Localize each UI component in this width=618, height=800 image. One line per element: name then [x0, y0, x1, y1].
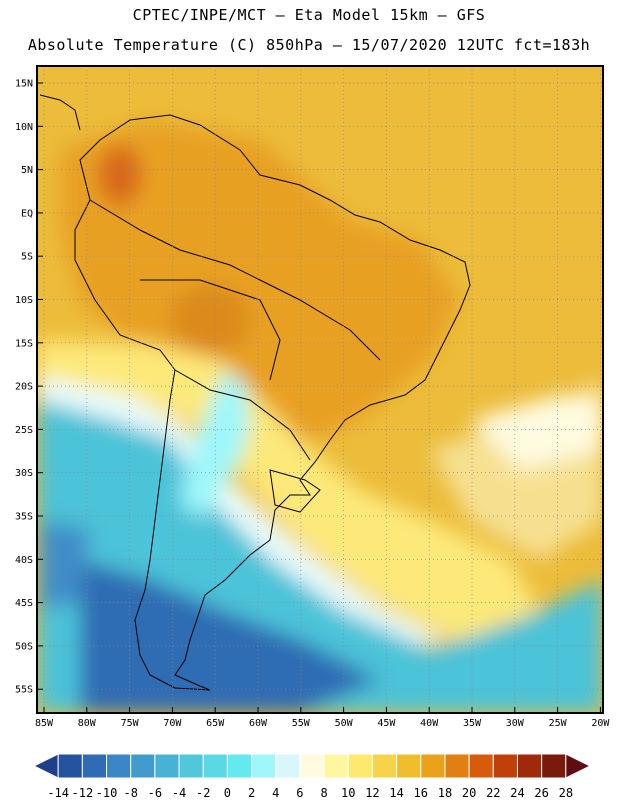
lon-label: 85W — [35, 718, 54, 729]
colorbar-label: 24 — [510, 786, 524, 800]
colorbar-label: 12 — [365, 786, 379, 800]
colorbar-label: -8 — [123, 786, 137, 800]
colorbar-cell — [178, 753, 204, 779]
latitude-labels: 15N 10N 5N EQ 5S 10S 15S 20S 25S 30S 35S 40S 45S 50S 5… — [15, 79, 33, 696]
colorbar-label: 6 — [296, 786, 303, 800]
lat-label: 35S — [15, 512, 33, 523]
colorbar-cell — [299, 753, 325, 779]
colorbar-cell — [420, 753, 446, 779]
colorbar-cell — [202, 753, 228, 779]
colorbar-cell — [226, 753, 253, 779]
colorbar-label: -2 — [196, 786, 210, 800]
colorbar-label: 18 — [438, 786, 452, 800]
colorbar-labels: -14 -12 -10 -8 -6 -4 -2 0 2 4 6 8 10 12 14 16 18 20 22 24 26… — [47, 786, 573, 800]
colorbar-label: 14 — [389, 786, 403, 800]
lon-label: 45W — [377, 718, 396, 729]
lon-label: 60W — [249, 718, 268, 729]
lat-label: 30S — [15, 468, 33, 479]
colorbar-label: 10 — [341, 786, 355, 800]
lat-label: 40S — [15, 555, 33, 566]
colorbar-label: 2 — [248, 786, 255, 800]
colorbar-label: -6 — [148, 786, 162, 800]
colorbar-label: 8 — [320, 786, 327, 800]
lat-label: 55S — [15, 685, 33, 696]
colorbar-cell — [541, 753, 567, 779]
colorbar-label: 20 — [462, 786, 476, 800]
colorbar-cell — [323, 753, 349, 779]
colorbar-cell — [57, 753, 83, 779]
lon-label: 80W — [78, 718, 97, 729]
lat-label: 10S — [15, 295, 33, 306]
lon-label: 70W — [163, 718, 182, 729]
colorbar-cell — [516, 753, 543, 779]
temperature-field — [37, 66, 603, 713]
lat-label: 45S — [15, 598, 33, 609]
colorbar-cell — [565, 753, 592, 779]
colorbar-cell — [130, 753, 156, 779]
colorbar-cell — [444, 753, 470, 779]
lon-label: 55W — [292, 718, 311, 729]
lon-label: 75W — [121, 718, 140, 729]
colorbar-cell — [371, 753, 398, 779]
coastline — [39, 94, 471, 691]
lat-label: 15N — [15, 79, 33, 90]
lat-label: 50S — [15, 641, 33, 652]
lon-label: 25W — [549, 718, 568, 729]
lon-label: 30W — [506, 718, 525, 729]
colorbar-label: 0 — [224, 786, 231, 800]
lat-label: 20S — [15, 382, 33, 393]
lat-label: 25S — [15, 425, 33, 436]
lat-label: 10N — [15, 122, 33, 133]
colorbar-cell — [32, 753, 59, 779]
colorbar-cell — [396, 753, 422, 779]
colorbar-label: 28 — [559, 786, 573, 800]
lon-label: 65W — [206, 718, 225, 729]
colorbar-label: 26 — [534, 786, 548, 800]
lon-label: 20W — [591, 718, 610, 729]
colorbar-label: 22 — [486, 786, 500, 800]
colorbar-label: -12 — [72, 786, 94, 800]
map-frame — [36, 65, 604, 714]
map-title: CPTEC/INPE/MCT – Eta Model 15km – GFS — [132, 6, 486, 24]
colorbar-label: -14 — [47, 786, 69, 800]
colorbar-label: -10 — [96, 786, 118, 800]
colorbar-cell — [106, 753, 132, 779]
colorbar-cell — [154, 753, 180, 779]
lon-label: 40W — [420, 718, 439, 729]
lon-label: 50W — [335, 718, 354, 729]
colorbar-cell — [492, 753, 518, 779]
lat-label: 5S — [21, 252, 33, 263]
colorbar-cell — [251, 753, 277, 779]
colorbar — [32, 753, 592, 779]
lat-label: EQ — [21, 208, 33, 219]
lat-label: 5N — [21, 165, 33, 176]
colorbar-label: 4 — [272, 786, 279, 800]
lon-label: 35W — [463, 718, 482, 729]
longitude-labels: 85W 80W 75W 70W 65W 60W 55W 50W 45W 40W 35W 30W 25W 2… — [35, 718, 610, 729]
colorbar-cell — [347, 753, 373, 779]
colorbar-label: 16 — [414, 786, 428, 800]
colorbar-cell — [468, 753, 494, 779]
map-subtitle: Absolute Temperature (C) 850hPa – 15/07/… — [27, 36, 591, 54]
colorbar-label: -4 — [172, 786, 186, 800]
colorbar-cell — [275, 753, 301, 779]
colorbar-cell — [81, 753, 108, 779]
lat-label: 15S — [15, 338, 33, 349]
